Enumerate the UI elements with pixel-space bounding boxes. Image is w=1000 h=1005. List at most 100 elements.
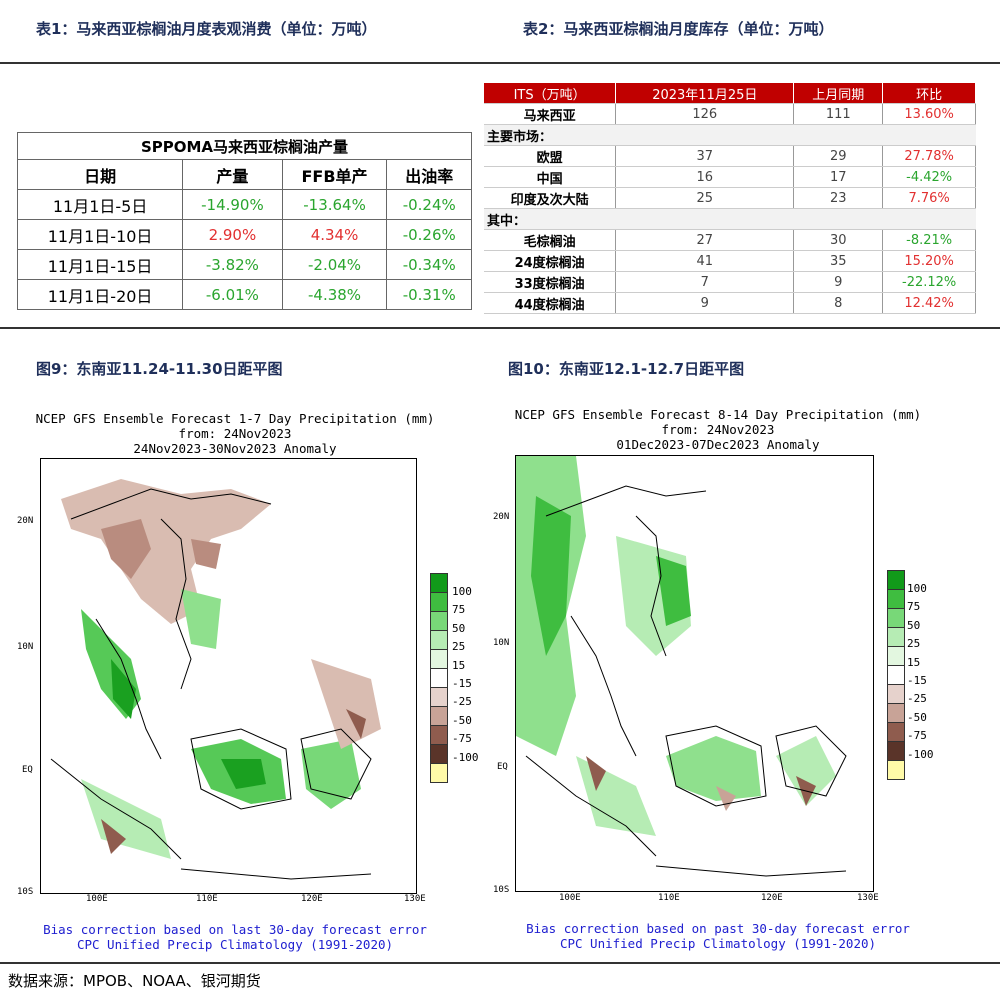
legend-swatch (430, 763, 448, 783)
map-subtitle-2: from: 24Nov2023 (661, 422, 775, 437)
row-change: 12.42% (882, 292, 976, 314)
legend-label: 75 (907, 600, 921, 613)
map-footnote-2a: Bias correction based on past 30-day for… (526, 921, 910, 936)
legend-swatch (887, 684, 905, 703)
table-row: 印度及次大陆 25 23 7.76% (484, 187, 976, 209)
row-current: 27 (615, 229, 795, 251)
lat-label-10s: 10S (17, 887, 34, 897)
map-plot-2 (515, 455, 874, 892)
row-change: -22.12% (882, 271, 976, 293)
table1-caption: SPPOMA马来西亚棕榈油产量 (17, 132, 472, 160)
legend-label: 15 (452, 659, 466, 672)
row-previous: 9 (793, 271, 884, 293)
row-change: -8.21% (882, 229, 976, 251)
legend-swatch (887, 760, 905, 780)
row-oer: -0.34% (386, 249, 472, 280)
row-label: 33度棕榈油 (484, 271, 617, 293)
legend-label: 100 (452, 585, 472, 598)
lon-label-130e: 130E (404, 894, 426, 904)
col-oer: 出油率 (386, 159, 472, 190)
table-row: 11月1日-5日 -14.90% -13.64% -0.24% (16, 189, 472, 220)
sppoma-output-table: SPPOMA马来西亚棕榈油产量 日期 产量 FFB单产 出油率 11月1日-5日… (16, 132, 472, 310)
lon-label-120e: 120E (301, 894, 323, 904)
legend-label: -100 (452, 751, 479, 764)
legend-label: -15 (452, 677, 472, 690)
row-change: 7.76% (882, 187, 976, 209)
row-ffb: -4.38% (281, 279, 388, 310)
row-previous: 23 (793, 187, 884, 209)
row-ffb: 4.34% (281, 219, 388, 250)
row-oer: -0.26% (386, 219, 472, 250)
data-source: 数据来源：MPOB、NOAA、银河期货 (8, 972, 261, 990)
table-row: 11月1日-10日 2.90% 4.34% -0.26% (16, 219, 472, 250)
legend-label: 25 (907, 637, 921, 650)
col-ffb: FFB单产 (281, 159, 388, 190)
row-current: 16 (615, 166, 795, 188)
legend-swatch (887, 589, 905, 608)
table-row: 24度棕榈油 41 35 15.20% (484, 250, 976, 272)
legend-swatch (430, 592, 448, 611)
row-label: 毛棕榈油 (484, 229, 617, 251)
row-output: -3.82% (182, 249, 283, 280)
legend-swatch (887, 665, 905, 684)
mid-divider (0, 327, 1000, 329)
lat-label-10n: 10N (493, 638, 510, 648)
row-output: -6.01% (182, 279, 283, 310)
legend-label: -50 (907, 711, 927, 724)
legend-swatch (430, 611, 448, 630)
row-oer: -0.31% (386, 279, 472, 310)
map-svg-1 (50, 479, 381, 880)
map-subtitle-1: from: 24Nov2023 (178, 426, 292, 441)
map-period-1: 24Nov2023-30Nov2023 Anomaly (133, 441, 337, 456)
legend-swatch (430, 744, 448, 763)
col-change: 环比 (882, 83, 976, 104)
lat-label-10s: 10S (493, 885, 510, 895)
row-label: 24度棕榈油 (484, 250, 617, 272)
fig10-title: 图10：东南亚12.1-12.7日距平图 (508, 360, 745, 378)
row-current: 126 (615, 103, 795, 125)
row-previous: 29 (793, 145, 884, 167)
col-date: 2023年11月25日 (615, 83, 795, 104)
map-plot-1 (40, 458, 417, 894)
row-change: -4.42% (882, 166, 976, 188)
legend-label: -25 (452, 695, 472, 708)
legend-swatch (887, 722, 905, 741)
legend-swatch (887, 627, 905, 646)
row-output: -14.90% (182, 189, 283, 220)
table-row: 11月1日-20日 -6.01% -4.38% -0.31% (16, 279, 472, 310)
row-label: 印度及次大陆 (484, 187, 617, 209)
lat-label-10n: 10N (17, 642, 34, 652)
row-current: 41 (615, 250, 795, 272)
legend-swatch (430, 687, 448, 706)
legend-label: -25 (907, 692, 927, 705)
table-row: 中国 16 17 -4.42% (484, 166, 976, 188)
legend-swatch (430, 668, 448, 687)
lat-label-20n: 20N (493, 512, 510, 522)
row-label: 欧盟 (484, 145, 617, 167)
map-title-1: NCEP GFS Ensemble Forecast 1-7 Day Preci… (35, 411, 435, 426)
row-current: 9 (615, 292, 795, 314)
row-date: 11月1日-20日 (16, 279, 184, 310)
legend-label: 75 (452, 603, 466, 616)
section-row: 其中： (484, 208, 976, 230)
map-footnote-1a: Bias correction based on last 30-day for… (43, 922, 427, 937)
legend-label: -75 (452, 732, 472, 745)
lon-label-110e: 110E (196, 894, 218, 904)
col-its: ITS（万吨） (484, 83, 617, 104)
precip-map-1: NCEP GFS Ensemble Forecast 1-7 Day Preci… (0, 395, 479, 960)
row-change: 27.78% (882, 145, 976, 167)
legend-swatch (887, 703, 905, 722)
legend-swatch (430, 649, 448, 668)
lon-label-120e: 120E (761, 893, 783, 903)
col-date: 日期 (16, 159, 184, 190)
legend-label: -100 (907, 748, 934, 761)
row-current: 7 (615, 271, 795, 293)
map-svg-2 (516, 456, 847, 877)
legend-swatch (887, 741, 905, 760)
legend-bar-1 (430, 573, 448, 783)
table-row: 马来西亚 126 111 13.60% (484, 103, 976, 125)
row-change: 15.20% (882, 250, 976, 272)
legend-label: -75 (907, 729, 927, 742)
map-footnote-1b: CPC Unified Precip Climatology (1991-202… (76, 937, 394, 952)
legend-label: 15 (907, 656, 921, 669)
